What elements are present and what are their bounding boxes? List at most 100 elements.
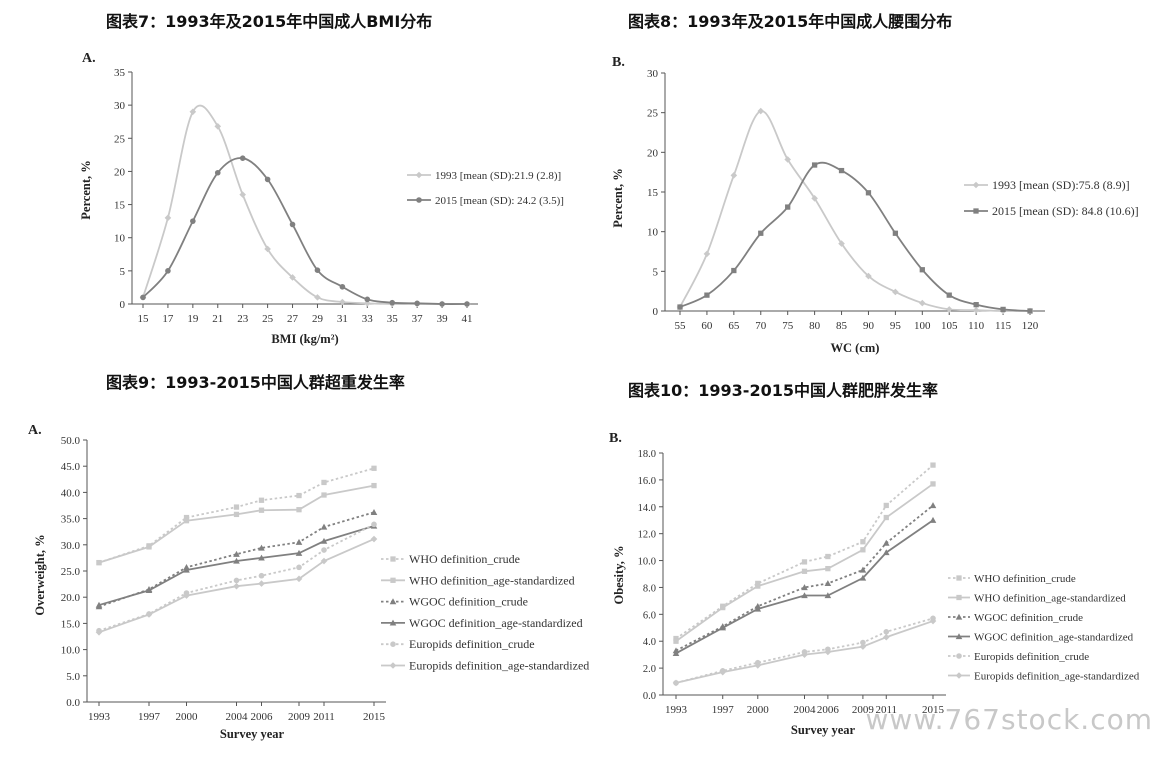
data-point <box>825 553 831 560</box>
data-point <box>183 566 190 573</box>
y-tick-label: 0.0 <box>66 697 80 709</box>
x-tick-label: 115 <box>995 320 1012 332</box>
x-tick-label: 1993 <box>88 711 111 723</box>
data-point <box>838 240 845 247</box>
y-axis-title: Percent, % <box>611 168 625 227</box>
data-point <box>140 294 146 301</box>
data-point <box>214 169 221 176</box>
y-tick-label: 45.0 <box>61 461 81 473</box>
panel-label: B. <box>612 55 625 70</box>
legend-entry: Europids definition_crude <box>948 651 1089 663</box>
data-point <box>754 662 762 669</box>
figure-title-9: 图表9：1993-2015中国人群超重发生率 <box>106 373 405 392</box>
x-tick-label: 33 <box>362 313 374 325</box>
x-tick-label: 120 <box>1022 320 1039 332</box>
legend-entry: 2015 [mean (SD): 84.8 (10.6)] <box>964 204 1139 218</box>
data-point <box>784 156 791 163</box>
legend-marker <box>390 641 396 648</box>
x-tick-label: 25 <box>262 313 274 325</box>
x-tick-label: 2000 <box>747 704 770 716</box>
series-1 <box>139 104 471 308</box>
x-tick-label: 41 <box>462 313 473 325</box>
x-tick-label: 29 <box>312 313 324 325</box>
data-point <box>320 523 328 530</box>
data-point <box>919 299 926 307</box>
y-tick-label: 25 <box>114 133 126 145</box>
x-tick-label: 2015 <box>922 704 945 716</box>
data-point <box>859 574 867 581</box>
legend-label: WGOC definition_crude <box>974 612 1083 624</box>
data-point <box>719 624 727 631</box>
data-point <box>824 648 832 656</box>
series-line <box>675 464 934 640</box>
data-point <box>321 547 327 553</box>
series-line <box>675 519 934 655</box>
legend-marker <box>956 575 962 581</box>
legend-marker <box>955 672 963 679</box>
data-point <box>314 267 321 273</box>
x-tick-label: 55 <box>675 320 687 332</box>
x-tick-label: 27 <box>287 313 299 325</box>
data-point <box>892 288 899 296</box>
panel-label: A. <box>28 423 42 438</box>
data-point <box>371 482 377 489</box>
data-point <box>672 679 680 687</box>
legend-label: WHO definition_crude <box>974 573 1076 585</box>
legend-entry: 1993 [mean (SD):21.9 (2.8)] <box>407 170 561 182</box>
data-point <box>1000 306 1006 313</box>
legend-marker <box>973 208 979 214</box>
x-axis-title: WC (cm) <box>831 341 880 355</box>
y-tick-label: 0 <box>120 299 126 311</box>
data-point <box>930 481 936 487</box>
series-line <box>142 104 467 305</box>
legend-entry: Europids definition_age-standardized <box>381 659 589 673</box>
data-point <box>731 267 737 274</box>
watermark: www.767stock.com <box>865 703 1153 736</box>
series-4 <box>672 516 937 656</box>
data-point <box>95 601 103 608</box>
data-point <box>258 572 265 579</box>
data-point <box>785 204 791 210</box>
y-tick-label: 5 <box>653 266 659 278</box>
data-point <box>883 514 889 521</box>
y-tick-label: 2.0 <box>643 664 656 675</box>
data-point <box>439 301 445 307</box>
x-tick-label: 1997 <box>712 704 735 716</box>
legend-entry: WHO definition_age-standardized <box>948 593 1126 605</box>
data-point <box>190 218 196 224</box>
data-point <box>930 462 936 468</box>
x-axis-title: BMI (kg/m²) <box>271 332 338 346</box>
x-tick-label: 37 <box>412 313 424 325</box>
data-point <box>321 479 327 486</box>
y-tick-label: 20 <box>647 147 659 159</box>
data-point <box>801 568 808 574</box>
panel-label: A. <box>82 51 96 66</box>
data-point <box>296 492 302 499</box>
series-line <box>675 504 934 652</box>
data-point <box>859 566 867 573</box>
series-line <box>98 467 375 564</box>
series-3 <box>95 509 378 610</box>
x-tick-label: 35 <box>387 313 399 325</box>
x-tick-label: 105 <box>941 320 958 332</box>
data-point <box>811 162 818 168</box>
y-tick-label: 10.0 <box>638 557 656 568</box>
chart-d: B. 0.0 2.0 4.0 6.0 8.0 10.0 12.0 14.0 16.0 18.0 199… <box>609 431 1140 737</box>
data-point <box>371 465 377 471</box>
data-point <box>96 559 102 566</box>
y-tick-label: 15 <box>114 200 126 212</box>
x-tick-label: 19 <box>187 313 199 325</box>
data-point <box>801 559 808 565</box>
legend-entry: WHO definition_crude <box>381 552 520 566</box>
data-point <box>859 643 867 650</box>
legend-marker <box>389 598 397 605</box>
y-tick-label: 12.0 <box>638 530 656 541</box>
legend-label: WGOC definition_age-standardized <box>409 616 583 630</box>
data-point <box>414 300 420 307</box>
legend-label: WHO definition_crude <box>409 552 520 566</box>
series-line <box>98 525 375 606</box>
data-point <box>929 516 937 523</box>
data-point <box>389 299 396 306</box>
data-point <box>258 544 265 551</box>
y-tick-label: 20.0 <box>61 592 81 604</box>
